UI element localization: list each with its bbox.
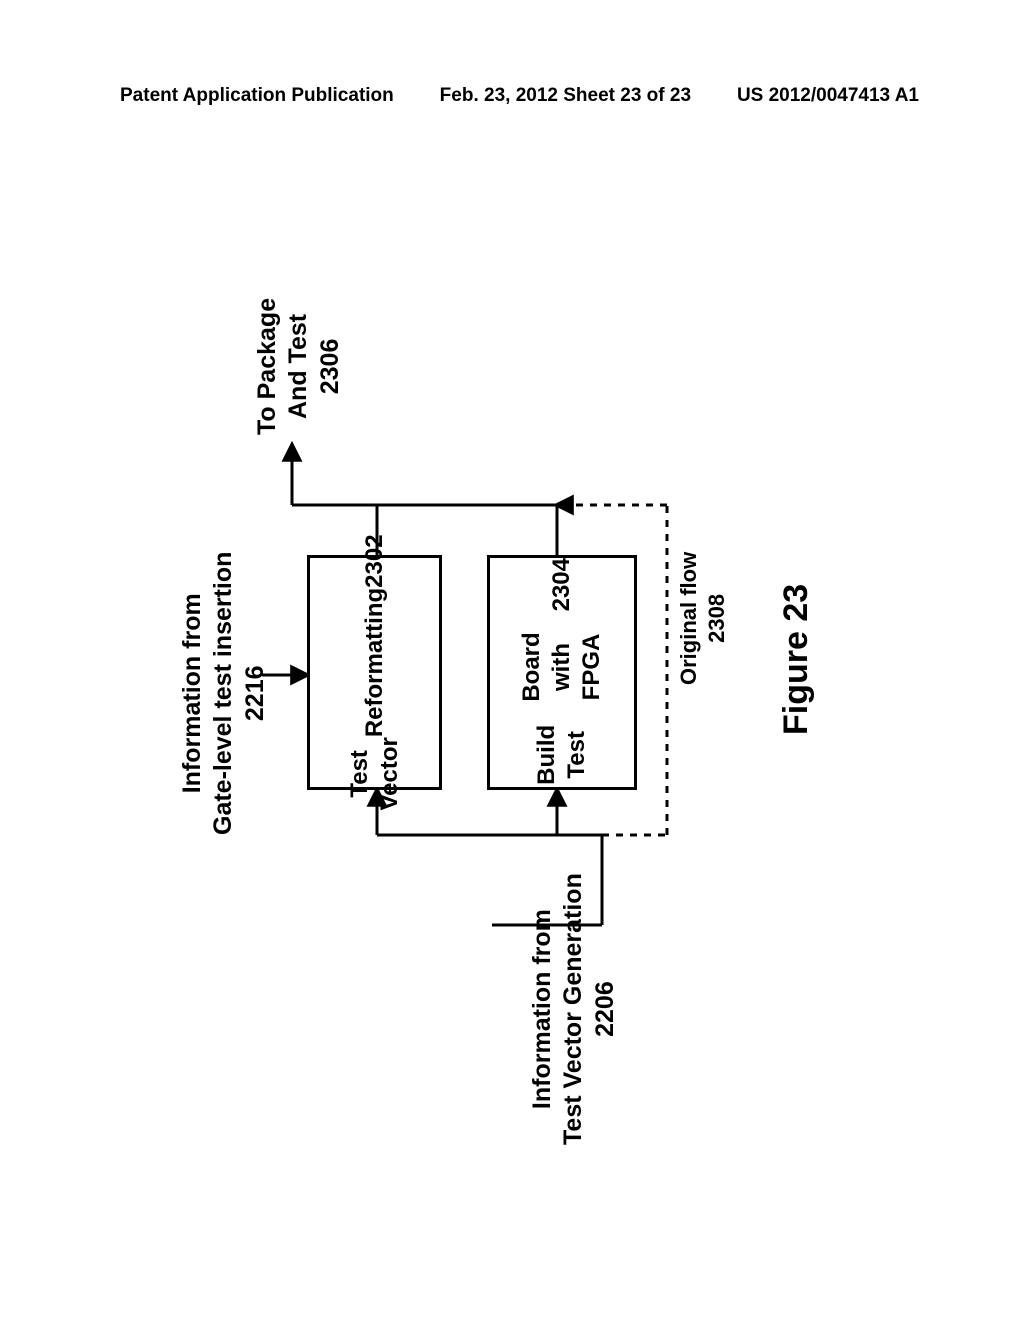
header-right: US 2012/0047413 A1 xyxy=(737,85,919,107)
label-original-flow: Original flow2308 xyxy=(675,552,730,685)
box-build-test-board: Build TestBoard with FPGA2304 xyxy=(487,555,637,790)
figure-diagram: Test VectorReformatting2302 Build TestBo… xyxy=(187,235,837,1085)
page-header: Patent Application Publication Feb. 23, … xyxy=(0,85,1024,107)
header-mid: Feb. 23, 2012 Sheet 23 of 23 xyxy=(440,85,691,107)
label-output-package-test: To PackageAnd Test2306 xyxy=(252,298,346,435)
header-left: Patent Application Publication xyxy=(120,85,394,107)
figure-number: Figure 23 xyxy=(777,584,816,735)
box-test-vector-reformatting: Test VectorReformatting2302 xyxy=(307,555,442,790)
label-input-gate-level: Information fromGate-level test insertio… xyxy=(177,552,271,835)
label-input-test-vector-gen: Information fromTest Vector Generation22… xyxy=(527,873,621,1145)
